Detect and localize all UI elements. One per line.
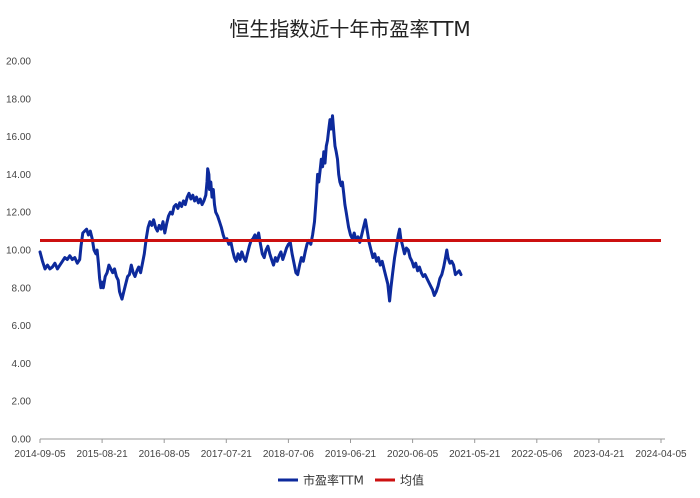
y-tick-label: 18.00 — [6, 94, 31, 105]
y-tick-label: 8.00 — [12, 283, 32, 294]
x-tick-label: 2018-07-06 — [263, 449, 315, 460]
y-tick-label: 16.00 — [6, 132, 31, 143]
legend: 市盈率TTM 均值 — [278, 473, 424, 488]
x-tick-label: 2015-08-21 — [77, 449, 129, 460]
legend-item-mean-label: 均值 — [400, 473, 424, 488]
y-tick-label: 4.00 — [12, 359, 32, 370]
y-tick-label: 12.00 — [6, 208, 31, 219]
x-tick-label: 2023-04-21 — [573, 449, 625, 460]
y-tick-label: 10.00 — [6, 246, 31, 257]
plot-area — [38, 114, 661, 303]
x-tick-label: 2024-04-05 — [635, 449, 687, 460]
y-tick-label: 2.00 — [12, 397, 32, 408]
x-tick-label: 2016-08-05 — [139, 449, 191, 460]
chart-title: 恒生指数近十年市盈率TTM — [229, 17, 470, 41]
x-tick-label: 2019-06-21 — [325, 449, 377, 460]
y-axis: 0.00 2.00 4.00 6.00 8.00 10.00 12.00 14.00 16.00… — [6, 57, 31, 446]
y-tick-label: 14.00 — [6, 170, 31, 181]
x-tick-label: 2021-05-21 — [449, 449, 501, 460]
legend-item-pe-ttm-label: 市盈率TTM — [303, 473, 364, 488]
y-tick-label: 20.00 — [6, 57, 31, 68]
x-tick-label: 2020-06-05 — [387, 449, 439, 460]
pe-ttm-series-line — [38, 114, 463, 303]
y-tick-label: 6.00 — [12, 321, 32, 332]
x-tick-label: 2014-09-05 — [14, 449, 66, 460]
x-tick-label: 2022-05-06 — [511, 449, 563, 460]
y-tick-label: 0.00 — [12, 435, 32, 446]
x-tick-label: 2017-07-21 — [201, 449, 253, 460]
x-axis: 2014-09-05 2015-08-21 2016-08-05 2017-07-21… — [14, 438, 687, 460]
